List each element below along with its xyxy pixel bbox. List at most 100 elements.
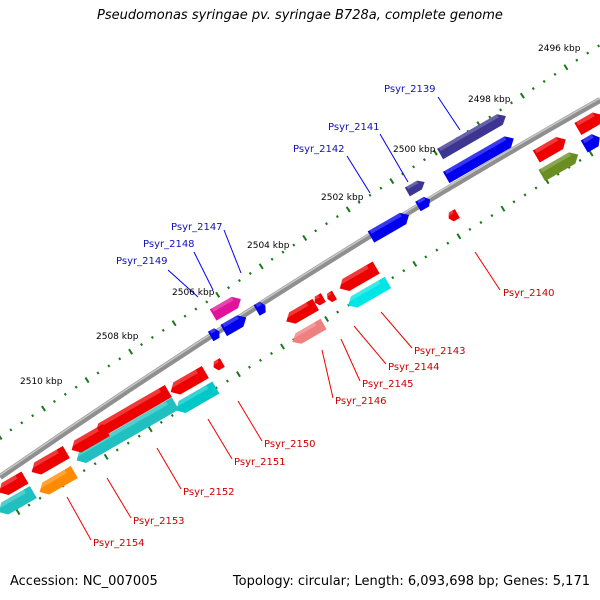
map-title: Pseudomonas syringae pv. syringae B728a,… [97, 8, 503, 23]
tick-dot [139, 343, 143, 347]
gene-shine [416, 196, 426, 204]
tick-dot [578, 158, 582, 162]
gene-shine [168, 369, 198, 389]
tick-dot [512, 200, 516, 204]
tick-dot [170, 413, 174, 418]
gene-shine [93, 388, 161, 430]
tick-dot [424, 255, 428, 259]
tick-dot [553, 72, 557, 76]
tick-dot [248, 271, 252, 276]
gene-shine [444, 136, 507, 175]
label-leader [66, 496, 92, 541]
gene-shine [74, 400, 168, 458]
tick-dot [314, 229, 318, 233]
gene [253, 301, 266, 316]
tick-dot [432, 149, 438, 156]
gene-shine [29, 449, 59, 469]
gene-shape [367, 212, 410, 243]
gene [367, 212, 410, 243]
tick-dot [280, 343, 285, 350]
tick-dot [118, 357, 122, 361]
tick-dot [103, 453, 109, 460]
gene [404, 180, 425, 197]
gene-shape [39, 465, 78, 495]
gene [209, 296, 241, 321]
label-leader [437, 96, 461, 131]
gene [0, 471, 29, 496]
gene-shine [255, 301, 262, 308]
gene [93, 384, 172, 436]
gene-shape [532, 136, 566, 163]
gene [442, 136, 514, 184]
gene [220, 315, 247, 337]
tick-label: 2510 kbp [20, 377, 63, 387]
tick-dot [63, 392, 67, 396]
gene-shine [222, 315, 239, 328]
gene-shape [292, 318, 327, 344]
tick-label: 2508 kbp [96, 332, 139, 342]
tick-dot [107, 364, 111, 368]
tick-dot [96, 371, 100, 375]
tick-dot [335, 215, 339, 219]
tick-dot [542, 79, 546, 84]
gene-shine [0, 489, 26, 509]
gene [74, 397, 179, 464]
gene-label: Psyr_2144 [388, 362, 440, 373]
genes [0, 112, 600, 515]
gene-shine [576, 112, 595, 126]
tick-dot [128, 348, 134, 355]
gene-shape [286, 298, 319, 324]
accession-text: Accession: NC_007005 [10, 574, 158, 589]
gene-label: Psyr_2143 [414, 346, 466, 357]
gene-shape [538, 152, 579, 182]
gene-label: Psyr_2147 [171, 222, 223, 233]
tick-dot [9, 428, 13, 432]
gene-shape [95, 384, 172, 436]
label-leader [207, 418, 233, 460]
tick-dot [115, 448, 119, 452]
gene-shape [574, 112, 600, 136]
tick-dot [194, 307, 198, 311]
gene [346, 276, 392, 308]
tick-dot [345, 206, 351, 213]
tick-dot [161, 328, 165, 332]
gene [69, 423, 110, 453]
gene [207, 328, 220, 342]
tick-dot [519, 92, 525, 99]
backbone-highlight [0, 97, 600, 476]
tick-dot [270, 257, 274, 261]
gene-shape [437, 114, 506, 160]
tick-dot [214, 386, 218, 390]
gene-shine [69, 427, 99, 447]
tick-dot [324, 315, 330, 323]
gene-shape [71, 423, 110, 453]
tick-dot [292, 243, 296, 247]
tick-dot [336, 310, 340, 314]
label-leader [379, 133, 409, 183]
gene-label: Psyr_2141 [328, 122, 380, 133]
gene-shine [209, 328, 216, 334]
tick-dot [258, 358, 262, 362]
tick-dot [490, 214, 494, 218]
tick-dot [412, 260, 418, 267]
tick-dot [325, 222, 328, 226]
gene-shape [448, 209, 460, 222]
label-leader [474, 251, 501, 291]
tick-dot [563, 64, 569, 71]
gene [574, 112, 600, 136]
label-leader [353, 325, 387, 365]
gene [313, 293, 326, 306]
tick-dot [27, 503, 31, 507]
tick-dot [531, 87, 535, 91]
gene-label: Psyr_2148 [143, 239, 195, 250]
tick-dot [41, 405, 47, 412]
tick-label: 2496 kbp [538, 44, 581, 54]
tick-dot [575, 58, 579, 62]
tick-dot [523, 193, 527, 197]
gene-shine [0, 474, 18, 490]
gene-shape [170, 365, 209, 395]
gene-shape [404, 180, 425, 197]
backbone [0, 97, 600, 480]
tick-dot [15, 508, 21, 516]
gene [174, 381, 220, 414]
